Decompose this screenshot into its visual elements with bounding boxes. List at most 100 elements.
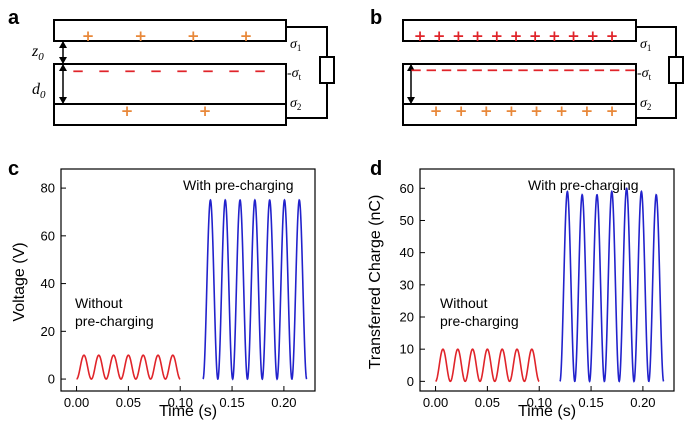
top-electrode-b (402, 19, 637, 42)
negative-charge: − (150, 62, 163, 80)
negative-charge: − (410, 61, 423, 79)
negative-charge: − (202, 62, 215, 80)
negative-charge: − (563, 61, 576, 79)
y-tick-label: 0 (48, 372, 55, 387)
negative-charge: − (624, 61, 637, 79)
bottom-electrode-a (53, 103, 287, 126)
annotation-without-line2-c: pre-charging (75, 313, 154, 329)
z0-arrow-down (59, 57, 67, 64)
x-tick-label: 0.05 (475, 395, 500, 410)
positive-charge: + (455, 102, 468, 120)
d0-arrow-up (59, 64, 67, 71)
negative-charge: − (124, 62, 137, 80)
positive-charge: + (555, 102, 568, 120)
bottom-electrode-b (402, 103, 637, 126)
z0-label: z0 (31, 43, 44, 63)
negative-charge: − (456, 61, 469, 79)
circuit-wire-bottom-a (286, 83, 328, 119)
circuit-wire-top-a (286, 26, 328, 57)
positive-charge: + (606, 27, 619, 45)
negative-charge: − (440, 61, 453, 79)
sigma2-label-b: σ2 (640, 96, 651, 112)
charges-b: + + + + + + + + + + +− − − − − − − − − − − − − − −+ + + + + + + + (410, 27, 637, 120)
plot-frame-c (60, 168, 316, 392)
y-tick-label: 40 (41, 276, 55, 291)
y-tick-label: 60 (400, 181, 414, 196)
annotation-without-line1-c: Without (75, 295, 123, 311)
negative-charge: − (593, 61, 606, 79)
positive-charge: + (414, 27, 427, 45)
negative-charge: − (72, 62, 85, 80)
circuit-wire-top-b (636, 26, 677, 57)
negative-charge: − (517, 61, 530, 79)
sigma-t-label-b: -σt (637, 66, 652, 82)
x-tick-label: 0.15 (578, 395, 603, 410)
negative-charge: − (176, 62, 189, 80)
x-tick-label: 0.15 (219, 395, 244, 410)
y-tick-label: 40 (400, 245, 414, 260)
panel-a: a z0 d0 σ1 -σt σ2 + + + +− − − − − − − −+ + (8, 7, 335, 126)
sigma-t-label-a: -σt (287, 66, 302, 82)
positive-charge: + (548, 27, 561, 45)
series-line-with-pre-charging (202, 198, 308, 381)
panel-d: d Transferred Charge (nC) Time (s) 0.00 0… (367, 158, 675, 420)
negative-charge: − (608, 61, 621, 79)
positive-charge: + (471, 27, 484, 45)
sigma2-label-a: σ2 (290, 96, 301, 112)
x-tick-label: 0.20 (630, 395, 655, 410)
positive-charge: + (452, 27, 465, 45)
panel-label-b: b (370, 7, 382, 29)
y-tick-label: 0 (407, 374, 414, 389)
d0-arrow-down-b (407, 97, 415, 104)
positive-charge: + (82, 27, 95, 45)
positive-charge: + (430, 102, 443, 120)
y-tick-label: 20 (41, 324, 55, 339)
load-resistor-a (319, 56, 335, 84)
load-resistor-b (668, 56, 684, 84)
y-axis-label-d: Transferred Charge (nC) (367, 195, 384, 370)
x-tick-label: 0.05 (116, 395, 141, 410)
positive-charge: + (433, 27, 446, 45)
positive-charge: + (529, 27, 542, 45)
y-tick-label: 10 (400, 342, 414, 357)
plot-frame-d (419, 168, 675, 392)
positive-charge: + (530, 102, 543, 120)
d0-arrow-down (59, 97, 67, 104)
negative-charge: − (486, 61, 499, 79)
positive-charge: + (567, 27, 580, 45)
x-tick-label: 0.10 (168, 395, 193, 410)
y-axis-label-c: Voltage (V) (11, 242, 28, 321)
y-tick-label: 80 (41, 181, 55, 196)
panel-b: b σ1 -σt σ2 + + + + + + + + + + +− − − − − − − − − − − − − − −+ +… (370, 7, 684, 126)
negative-charge: − (578, 61, 591, 79)
circuit-wire-bottom-b (636, 83, 677, 119)
panel-label-c: c (8, 158, 19, 180)
annotation-without-line2-d: pre-charging (440, 313, 519, 329)
negative-charge: − (228, 62, 241, 80)
positive-charge: + (480, 102, 493, 120)
negative-charge: − (98, 62, 111, 80)
positive-charge: + (581, 102, 594, 120)
positive-charge: + (187, 27, 200, 45)
annotation-without-line1-d: Without (440, 295, 488, 311)
positive-charge: + (121, 102, 134, 120)
dielectric-layer-a (53, 63, 287, 105)
d0-arrow-up-b (407, 64, 415, 71)
d0-label: d0 (32, 81, 46, 101)
positive-charge: + (587, 27, 600, 45)
panel-c: c Voltage (V) Time (s) 0.00 0.05 0.10 0.15 0… (8, 158, 316, 420)
axes-d: 0.00 0.05 0.10 0.15 0.20 0 10 20 30 40 50 60 (400, 181, 656, 410)
x-tick-label: 0.00 (423, 395, 448, 410)
panel-label-a: a (8, 7, 20, 29)
top-electrode-a (53, 19, 287, 42)
positive-charge: + (134, 27, 147, 45)
series-line-without-pre-charging (76, 354, 181, 380)
series-line-with-pre-charging (559, 187, 665, 383)
axes-c: 0.00 0.05 0.10 0.15 0.20 0 20 40 60 80 (41, 181, 297, 410)
series-c (76, 198, 308, 381)
panel-label-d: d (370, 158, 382, 180)
positive-charge: + (505, 102, 518, 120)
y-tick-label: 60 (41, 228, 55, 243)
y-tick-label: 20 (400, 310, 414, 325)
